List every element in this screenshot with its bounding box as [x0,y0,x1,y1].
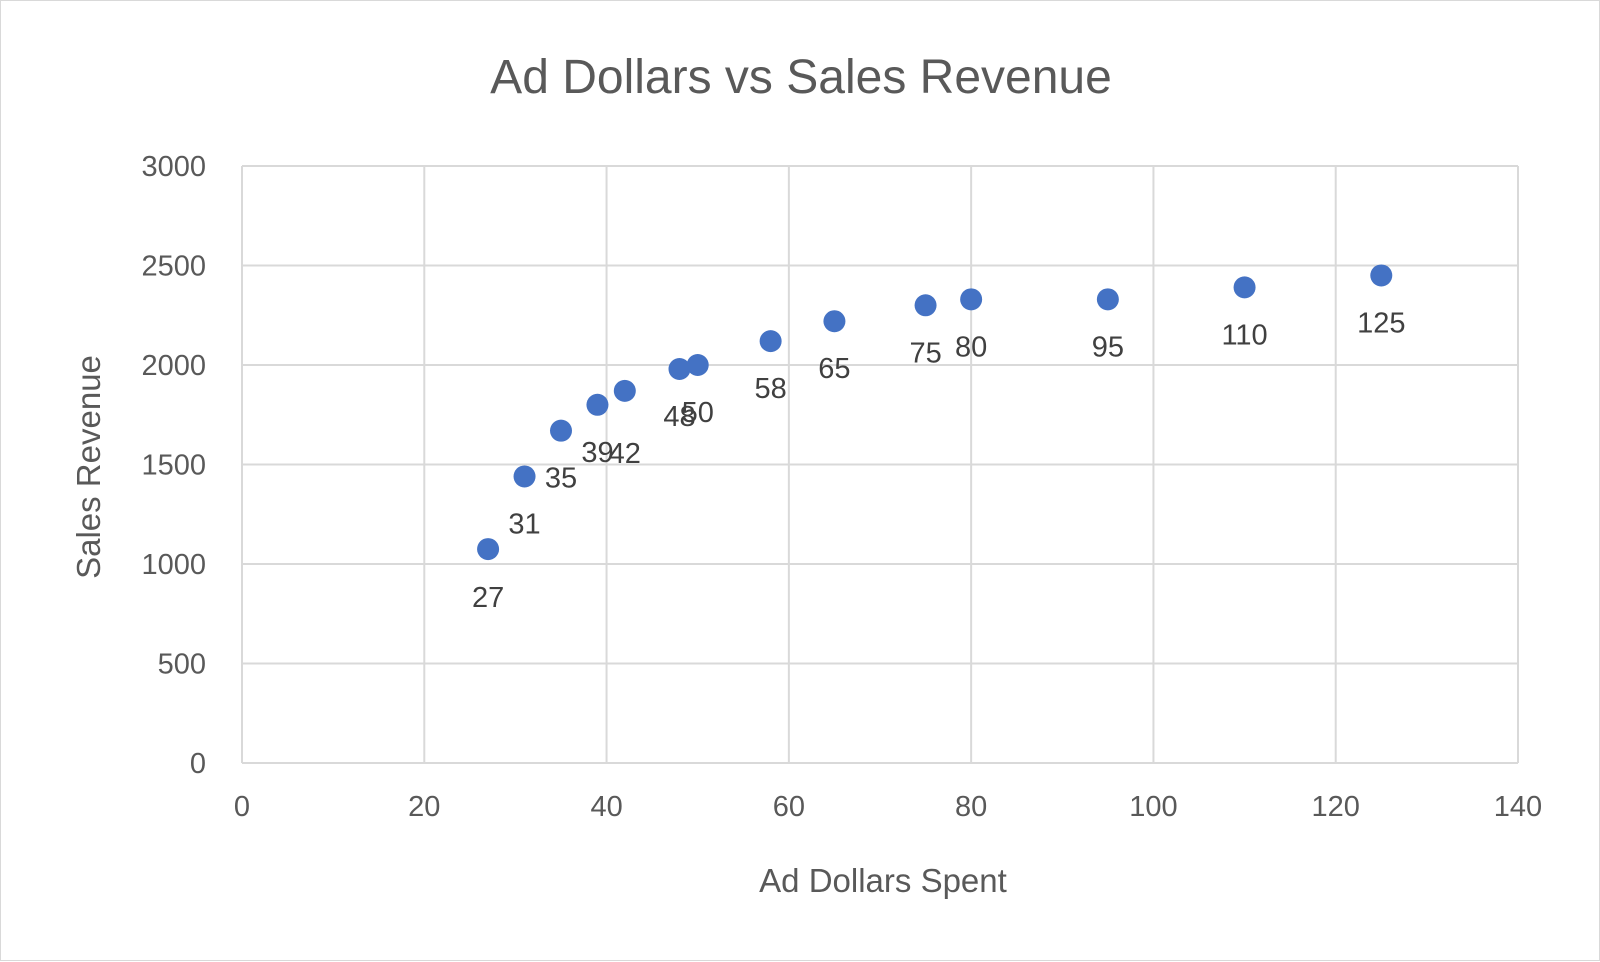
y-tick-label-2000: 2000 [141,350,206,382]
y-tick-label-1500: 1500 [141,450,206,482]
data-point-42 [613,379,636,402]
data-label-110: 110 [1221,319,1267,351]
x-tick-label-40: 40 [590,791,622,823]
x-tick-label-60: 60 [773,791,805,823]
data-point-31 [513,465,536,488]
data-label-27: 27 [472,582,504,614]
data-point-50 [686,354,709,376]
x-tick-label-100: 100 [1129,791,1177,823]
data-point-110 [1233,276,1256,299]
y-tick-label-2500: 2500 [141,251,206,283]
data-label-50: 50 [682,397,714,429]
data-point-75 [914,294,937,317]
data-label-39: 39 [581,437,613,469]
data-label-48: 48 [663,401,695,433]
x-tick-label-120: 120 [1312,791,1360,823]
y-tick-label-3000: 3000 [141,151,206,183]
data-label-95: 95 [1092,331,1124,363]
data-point-80 [960,288,983,311]
y-tick-label-1000: 1000 [141,549,206,581]
axes [241,166,1518,764]
y-tick-label-0: 0 [190,748,206,780]
data-label-65: 65 [818,353,850,385]
x-tick-label-20: 20 [408,791,440,823]
data-point-48 [668,357,691,380]
data-point-58 [759,330,782,353]
data-label-35: 35 [545,463,577,495]
data-label-42: 42 [609,438,641,470]
chart-title: Ad Dollars vs Sales Revenue [490,51,1112,104]
data-point-35 [550,419,572,442]
data-point-95 [1096,288,1119,311]
data-label-80: 80 [955,331,987,363]
data-label-58: 58 [754,373,786,405]
x-axis-title: Ad Dollars Spent [759,862,1007,899]
gridlines [242,165,1519,763]
data-label-125: 125 [1357,307,1405,339]
data-point-39 [586,393,609,416]
data-point-65 [823,310,846,333]
x-tick-label-80: 80 [955,791,987,823]
data-point-27 [477,538,500,561]
x-tick-label-140: 140 [1494,791,1542,823]
data-point-125 [1370,264,1393,287]
data-label-75: 75 [909,337,941,369]
tick-labels: 0 500 1000 1500 2000 2500 3000 0 20 40 60 80 100 120 1… [141,151,1542,823]
x-tick-label-0: 0 [234,791,250,823]
data-label-31: 31 [508,508,540,540]
y-tick-label-500: 500 [158,649,206,681]
data-points [477,264,1393,561]
y-axis-title: Sales Revenue [70,355,107,579]
